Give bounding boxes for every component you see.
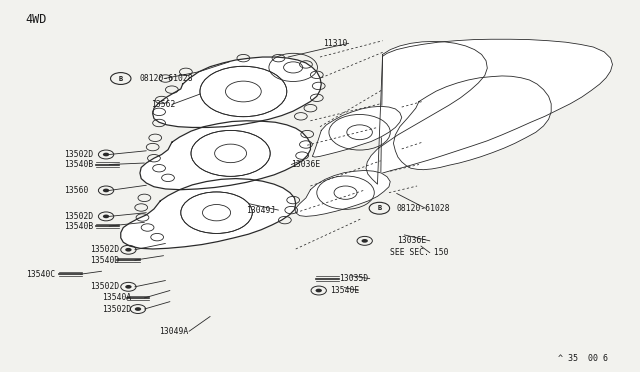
Text: 13540C: 13540C: [26, 270, 56, 279]
Text: 08120-61028: 08120-61028: [397, 204, 451, 213]
Text: 13049A: 13049A: [159, 327, 188, 336]
Polygon shape: [394, 76, 551, 170]
Text: SEE SEC. 150: SEE SEC. 150: [390, 248, 449, 257]
Circle shape: [103, 153, 109, 156]
Text: 13540D: 13540D: [90, 256, 119, 264]
Polygon shape: [121, 179, 296, 249]
Text: 13540B: 13540B: [65, 160, 94, 169]
Circle shape: [125, 248, 132, 251]
Text: 13036E: 13036E: [291, 160, 321, 169]
Text: B: B: [377, 205, 381, 211]
Circle shape: [316, 289, 322, 292]
Text: B: B: [118, 76, 123, 81]
Text: 13049J: 13049J: [246, 206, 276, 215]
Text: 13035D: 13035D: [339, 274, 369, 283]
Circle shape: [103, 215, 109, 218]
Circle shape: [191, 131, 270, 176]
Text: 13540B: 13540B: [65, 221, 94, 231]
Polygon shape: [312, 106, 402, 157]
Circle shape: [200, 66, 287, 117]
Polygon shape: [140, 121, 310, 190]
Polygon shape: [153, 57, 321, 128]
Text: 13036E: 13036E: [397, 236, 426, 246]
Text: ^ 35  00 6: ^ 35 00 6: [557, 354, 607, 363]
Text: 13502D: 13502D: [90, 245, 119, 254]
Circle shape: [125, 285, 132, 289]
Circle shape: [180, 192, 252, 234]
Circle shape: [103, 189, 109, 192]
Text: 4WD: 4WD: [25, 13, 46, 26]
Text: 13562: 13562: [151, 100, 175, 109]
Text: 13540E: 13540E: [330, 286, 359, 295]
Text: 08120-61028: 08120-61028: [140, 74, 193, 83]
Circle shape: [135, 307, 141, 311]
Text: 13502D: 13502D: [65, 150, 94, 159]
Text: 13540A: 13540A: [102, 294, 131, 302]
Text: 13502D: 13502D: [102, 305, 131, 314]
Circle shape: [362, 239, 368, 243]
Polygon shape: [374, 39, 612, 185]
Text: 13502D: 13502D: [90, 282, 119, 291]
Text: 11310: 11310: [323, 39, 348, 48]
Polygon shape: [366, 41, 487, 184]
Text: 13502D: 13502D: [65, 212, 94, 221]
Text: 13560: 13560: [65, 186, 89, 195]
Polygon shape: [296, 170, 390, 217]
